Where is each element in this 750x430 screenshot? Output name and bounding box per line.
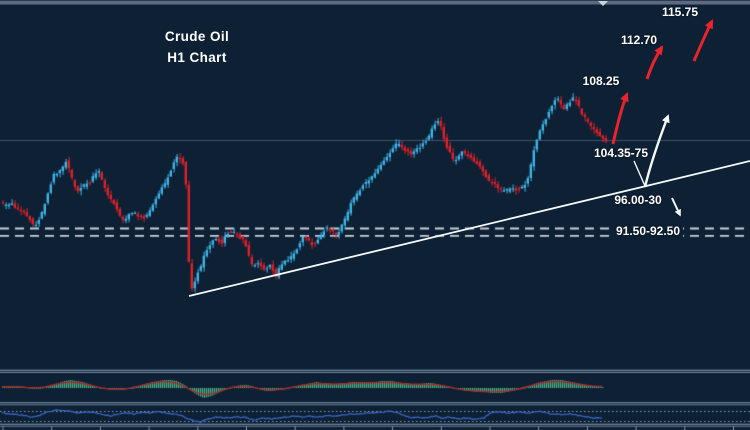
scrollbar-position-marker[interactable] [598, 1, 608, 6]
price-target-115-label: 115.75 [661, 5, 699, 19]
chart-symbol-label: Crude Oil [164, 29, 230, 44]
support-zone-91-label: 91.50-92.50 [612, 224, 684, 238]
chart-horizontal-scrollbar[interactable] [0, 0, 750, 6]
support-zone-96-label: 96.00-30 [614, 193, 662, 207]
price-target-108-label: 108.25 [582, 74, 620, 88]
resistance-zone-104-label: 104.35-75 [593, 146, 649, 160]
chart-title: Crude Oil H1 Chart [165, 26, 229, 68]
chart-timeframe-label: H1 Chart [167, 50, 227, 65]
price-target-112-label: 112.70 [620, 33, 658, 47]
